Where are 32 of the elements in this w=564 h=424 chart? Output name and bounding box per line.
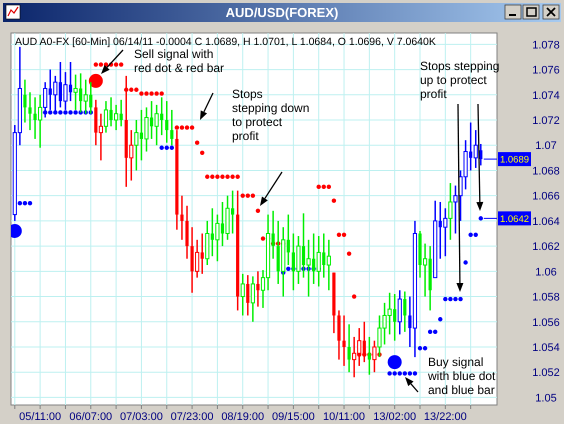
- x-tick-label: 10/11:00: [323, 411, 366, 423]
- y-tick-label: 1.058: [532, 292, 560, 304]
- chart-subtitle: AUD A0-FX [60-Min] 06/14/11 -0.0004 C 1.0689, H 1.0701, L 1.0684, O 1.0696, V 7.0640K: [15, 36, 436, 48]
- y-tick-label: 1.056: [532, 316, 560, 329]
- ref-line-label: 1.0642: [500, 214, 530, 225]
- y-tick-label: 1.06: [535, 266, 557, 278]
- chart-title: AUD/USD(FOREX): [226, 5, 338, 20]
- y-tick-label: 1.05: [535, 392, 557, 404]
- y-tick-label: 1.074: [532, 90, 560, 102]
- y-tick-label: 1.07: [535, 140, 557, 152]
- y-tick-label: 1.054: [532, 342, 560, 354]
- x-tick-label: 08/19:00: [221, 411, 264, 423]
- y-tick-label: 1.076: [532, 64, 560, 77]
- y-tick-label: 1.062: [532, 241, 560, 254]
- x-tick-label: 13/22:00: [424, 411, 467, 423]
- y-tick-label: 1.052: [532, 367, 560, 380]
- ref-line-label: 1.0689: [500, 154, 530, 166]
- annotation: Buy signal with blue dot and blue bar: [427, 355, 496, 397]
- x-tick-label: 07/23:00: [170, 411, 214, 423]
- x-tick-label: 05/11:00: [19, 411, 62, 423]
- x-tick-label: 07/03:00: [120, 411, 163, 423]
- annotation: Sell signal with red dot & red bar: [134, 47, 224, 75]
- y-tick-label: 1.064: [532, 216, 560, 228]
- y-tick-label: 1.068: [532, 165, 560, 178]
- y-tick-label: 1.072: [532, 115, 560, 128]
- y-tick-label: 1.078: [532, 39, 560, 52]
- x-tick-label: 13/02:00: [373, 411, 416, 423]
- y-tick-label: 1.066: [532, 190, 560, 203]
- annotation: Stops stepping down to protect profit: [232, 87, 310, 143]
- x-tick-label: 06/07:00: [69, 411, 112, 423]
- x-tick-label: 09/15:00: [272, 411, 315, 423]
- annotation: Stops stepping up to protect profit: [420, 59, 500, 101]
